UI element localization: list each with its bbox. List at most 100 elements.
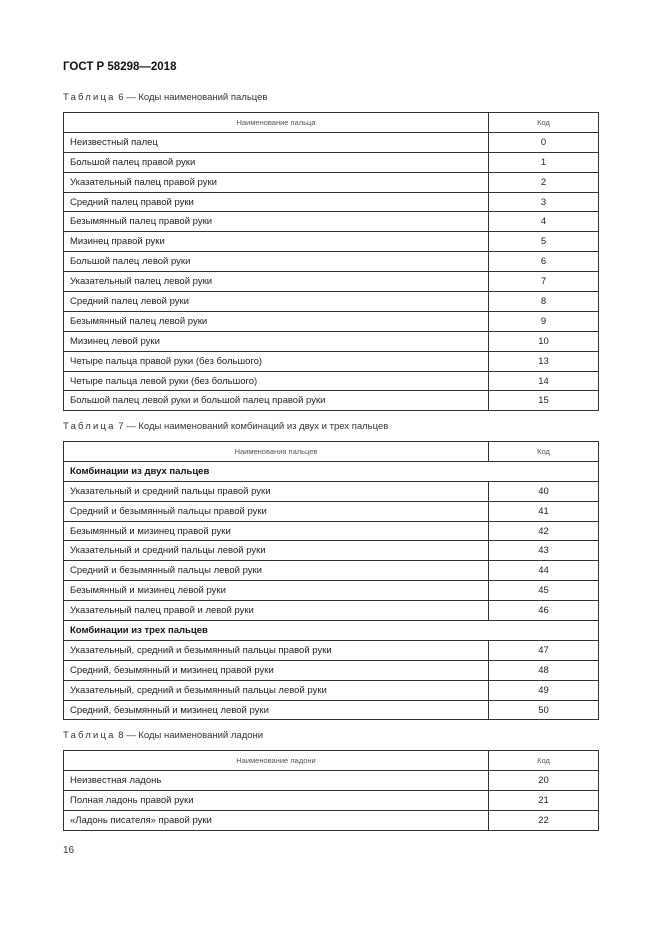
column-header-name: Наименования пальцев: [63, 441, 489, 462]
table-row: Безымянный и мизинец правой руки 42: [63, 520, 599, 542]
cell-name: Средний, безымянный и мизинец левой руки: [63, 699, 489, 721]
cell-name: Четыре пальца правой руки (без большого): [63, 350, 489, 372]
table-8: Наименование ладони Код Неизвестная ладо…: [63, 750, 599, 831]
table-row: Средний палец левой руки 8: [63, 291, 599, 312]
cell-name: Средний и безымянный пальцы левой руки: [63, 560, 489, 582]
cell-code: 40: [488, 480, 599, 502]
cell-name: Неизвестный палец: [63, 131, 489, 153]
document-header: ГОСТ Р 58298—2018: [63, 61, 177, 73]
cell-name: Средний палец правой руки: [63, 191, 489, 213]
cell-name: Безымянный палец правой руки: [63, 211, 489, 233]
page-number: 16: [63, 845, 75, 856]
cell-code: 1: [488, 151, 599, 173]
cell-code: 45: [488, 580, 599, 602]
table-row: Большой палец правой руки 1: [63, 151, 599, 173]
table-row: Четыре пальца правой руки (без большого)…: [63, 350, 599, 372]
caption-text: 6 — Коды наименований пальцев: [115, 92, 268, 103]
section-title: Комбинации из двух пальцев: [63, 460, 599, 482]
table-header-row: Наименование пальца Код: [63, 112, 599, 133]
caption-label: Таблица: [63, 730, 116, 741]
cell-code: 44: [488, 560, 599, 582]
table-header-row: Наименования пальцев Код: [63, 441, 599, 462]
table-row: Неизвестный палец 0: [63, 131, 599, 153]
cell-name: Мизинец правой руки: [63, 231, 489, 253]
cell-name: Указательный палец правой и левой руки: [63, 600, 489, 622]
table-row: Большой палец левой руки и большой палец…: [63, 390, 599, 412]
table-7-caption: Таблица 7 — Коды наименований комбинаций…: [63, 421, 388, 432]
cell-name: Средний, безымянный и мизинец правой рук…: [63, 659, 489, 681]
column-header-code: Код: [488, 112, 599, 133]
column-header-code: Код: [488, 441, 599, 462]
table-6: Наименование пальца Код Неизвестный пале…: [63, 112, 599, 412]
cell-name: Неизвестная ладонь: [63, 769, 489, 791]
table-row: Мизинец правой руки 5: [63, 231, 599, 253]
cell-name: Полная ладонь правой руки: [63, 789, 489, 811]
cell-code: 7: [488, 271, 599, 293]
cell-code: 6: [488, 251, 599, 273]
cell-code: 46: [488, 600, 599, 622]
caption-label: Таблица: [63, 92, 116, 103]
section-title: Комбинации из трех пальцев: [63, 620, 599, 641]
cell-code: 15: [488, 390, 599, 412]
cell-code: 50: [488, 699, 599, 721]
cell-code: 41: [488, 500, 599, 522]
cell-name: Указательный и средний пальцы правой рук…: [63, 480, 489, 502]
cell-code: 14: [488, 370, 599, 392]
table-8-caption: Таблица 8 — Коды наименований ладони: [63, 730, 263, 741]
table-row: Мизинец левой руки 10: [63, 330, 599, 352]
table-row: Неизвестная ладонь 20: [63, 769, 599, 791]
cell-name: «Ладонь писателя» правой руки: [63, 809, 489, 831]
table-row: Безымянный палец правой руки 4: [63, 211, 599, 233]
cell-code: 47: [488, 639, 599, 661]
table-row: Средний, безымянный и мизинец правой рук…: [63, 659, 599, 681]
cell-code: 4: [488, 211, 599, 233]
cell-name: Большой палец левой руки и большой палец…: [63, 390, 489, 412]
cell-code: 8: [488, 291, 599, 312]
table-row: Указательный и средний пальцы левой руки…: [63, 540, 599, 562]
table-6-caption: Таблица 6 — Коды наименований пальцев: [63, 92, 267, 103]
table-row: Указательный и средний пальцы правой рук…: [63, 480, 599, 502]
table-row: Средний и безымянный пальцы левой руки 44: [63, 560, 599, 582]
table-row: Указательный палец левой руки 7: [63, 271, 599, 293]
table-row: Указательный палец правой и левой руки 46: [63, 600, 599, 622]
column-header-code: Код: [488, 750, 599, 771]
cell-code: 0: [488, 131, 599, 153]
cell-name: Указательный, средний и безымянный пальц…: [63, 639, 489, 661]
cell-code: 3: [488, 191, 599, 213]
table-header-row: Наименование ладони Код: [63, 750, 599, 771]
cell-name: Указательный, средний и безымянный пальц…: [63, 679, 489, 701]
cell-code: 2: [488, 171, 599, 193]
cell-name: Безымянный и мизинец левой руки: [63, 580, 489, 602]
caption-text: 8 — Коды наименований ладони: [115, 730, 264, 741]
cell-code: 5: [488, 231, 599, 253]
cell-code: 10: [488, 330, 599, 352]
cell-code: 22: [488, 809, 599, 831]
caption-text: 7 — Коды наименований комбинаций из двух…: [115, 421, 389, 432]
column-header-name: Наименование пальца: [63, 112, 489, 133]
table-7: Наименования пальцев Код Комбинации из д…: [63, 441, 599, 721]
cell-name: Указательный палец левой руки: [63, 271, 489, 293]
cell-name: Средний и безымянный пальцы правой руки: [63, 500, 489, 522]
cell-name: Указательный палец правой руки: [63, 171, 489, 193]
cell-code: 43: [488, 540, 599, 562]
table-row: Указательный палец правой руки 2: [63, 171, 599, 193]
table-row: Указательный, средний и безымянный пальц…: [63, 679, 599, 701]
cell-code: 20: [488, 769, 599, 791]
cell-name: Большой палец левой руки: [63, 251, 489, 273]
table-row: Полная ладонь правой руки 21: [63, 789, 599, 811]
cell-code: 49: [488, 679, 599, 701]
column-header-name: Наименование ладони: [63, 750, 489, 771]
cell-name: Безымянный и мизинец правой руки: [63, 520, 489, 542]
cell-name: Четыре пальца левой руки (без большого): [63, 370, 489, 392]
cell-name: Указательный и средний пальцы левой руки: [63, 540, 489, 562]
table-row: Указательный, средний и безымянный пальц…: [63, 639, 599, 661]
caption-label: Таблица: [63, 421, 116, 432]
cell-code: 42: [488, 520, 599, 542]
table-row: Большой палец левой руки 6: [63, 251, 599, 273]
table-row: «Ладонь писателя» правой руки 22: [63, 809, 599, 831]
cell-code: 9: [488, 310, 599, 332]
section-row: Комбинации из двух пальцев: [63, 460, 599, 482]
table-row: Средний палец правой руки 3: [63, 191, 599, 213]
cell-code: 13: [488, 350, 599, 372]
table-row: Четыре пальца левой руки (без большого) 1…: [63, 370, 599, 392]
